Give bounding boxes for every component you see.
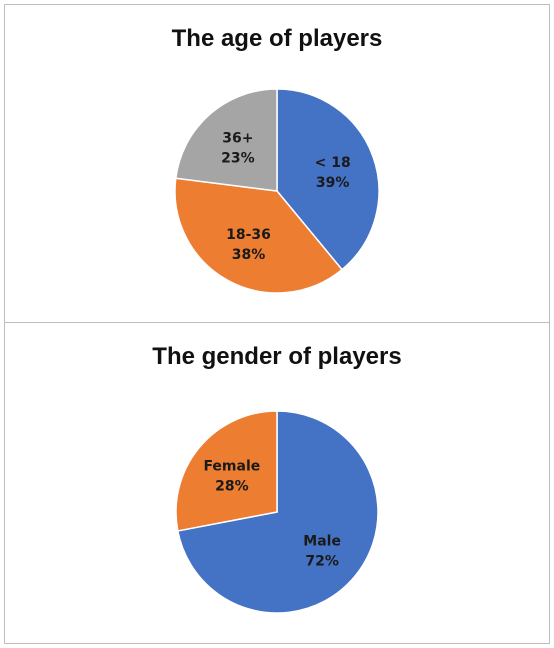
- age-slice-label-1: 18-36: [226, 227, 271, 243]
- age-slice-value-1: 38%: [232, 247, 266, 263]
- gender-slice-label-1: Female: [203, 459, 260, 475]
- age-slice-2: [174, 88, 278, 192]
- gender-slice-value-0: 72%: [305, 553, 339, 569]
- gender-slice-label-0: Male: [303, 533, 341, 549]
- age-chart-title: The age of players: [171, 25, 383, 52]
- gender-chart-panel: The gender of players Male 72% Female 28%: [4, 322, 550, 644]
- age-slice-label-2: 36+: [222, 131, 253, 147]
- age-chart-panel: The age of players < 18 39% 18-36 38% 36+ 23%: [4, 4, 550, 324]
- age-slice-value-0: 39%: [316, 175, 350, 191]
- age-slice-label-0: < 18: [315, 155, 351, 171]
- gender-chart-title: The gender of players: [152, 343, 402, 370]
- gender-slice-value-1: 28%: [215, 479, 249, 495]
- gender-slice-0: [176, 410, 379, 614]
- gender-pie-chart: Male 72% Female 28%: [175, 410, 379, 614]
- age-slice-0: [276, 88, 380, 271]
- gender-slice-1: [175, 410, 278, 532]
- figure: The age of players < 18 39% 18-36 38% 36+ 23%…: [4, 4, 550, 644]
- age-slice-value-2: 23%: [221, 151, 255, 167]
- age-pie-chart: < 18 39% 18-36 38% 36+ 23%: [174, 88, 380, 294]
- age-slice-1: [174, 177, 344, 294]
